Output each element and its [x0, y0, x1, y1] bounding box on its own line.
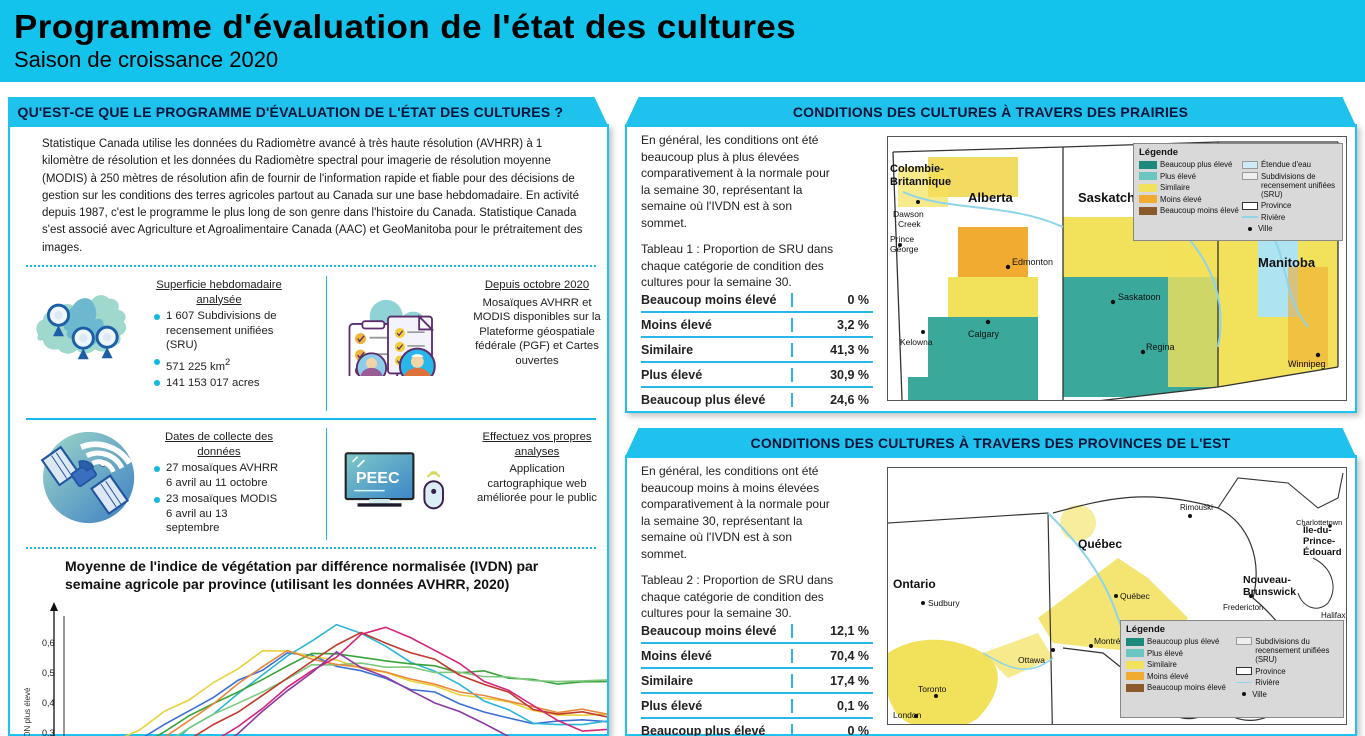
svg-text:Édouard: Édouard	[1303, 547, 1342, 558]
svg-text:Sudbury: Sudbury	[928, 598, 960, 608]
svg-text:IVDN moins élevé - IVDN plus é: IVDN moins élevé - IVDN plus élevé	[24, 687, 32, 736]
svg-text:Manitoba: Manitoba	[1258, 255, 1316, 270]
svg-text:0,4: 0,4	[42, 698, 55, 708]
svg-text:Québec: Québec	[1078, 537, 1122, 551]
svg-text:Prince-: Prince-	[1303, 536, 1335, 547]
svg-text:Saskatoon: Saskatoon	[1118, 292, 1161, 302]
svg-text:Prince: Prince	[890, 234, 914, 244]
svg-text:Colombie-: Colombie-	[890, 163, 944, 175]
svg-text:Britannique: Britannique	[890, 176, 951, 188]
svg-text:PEEC: PEEC	[356, 469, 400, 487]
svg-text:Edmonton: Edmonton	[1012, 257, 1053, 267]
svg-text:Alberta: Alberta	[968, 190, 1014, 205]
svg-text:0,3: 0,3	[42, 728, 55, 736]
svg-text:Québec: Québec	[1120, 591, 1151, 601]
svg-text:Rimouski: Rimouski	[1180, 503, 1213, 512]
svg-text:0,6: 0,6	[42, 638, 55, 648]
svg-text:Creek: Creek	[898, 219, 921, 229]
svg-text:Calgary: Calgary	[968, 329, 1000, 339]
svg-text:Ontario: Ontario	[893, 577, 936, 591]
svg-text:Kelowna: Kelowna	[900, 337, 933, 347]
svg-text:London: London	[893, 710, 922, 720]
svg-text:Ottawa: Ottawa	[1018, 655, 1045, 665]
svg-text:George: George	[890, 244, 919, 254]
svg-text:Halifax: Halifax	[1321, 611, 1345, 620]
svg-text:Regina: Regina	[1146, 342, 1175, 352]
svg-text:Winnipeg: Winnipeg	[1288, 359, 1326, 369]
svg-text:Fredericton: Fredericton	[1223, 603, 1263, 612]
svg-text:Dawson: Dawson	[893, 209, 924, 219]
svg-text:Toronto: Toronto	[918, 684, 947, 694]
svg-text:Charlottetown: Charlottetown	[1296, 518, 1342, 527]
svg-text:0,5: 0,5	[42, 668, 55, 678]
svg-text:Nouveau-: Nouveau-	[1243, 574, 1291, 586]
